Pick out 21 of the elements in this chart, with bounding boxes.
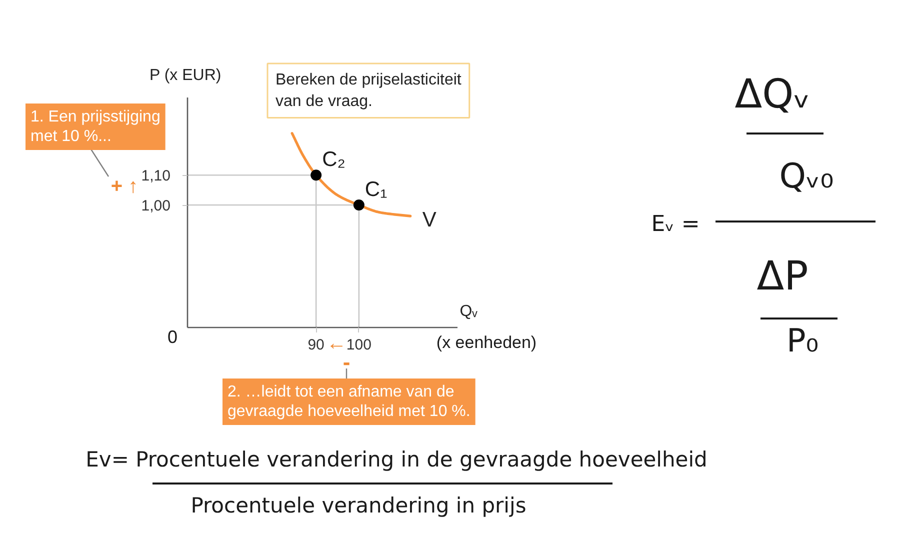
y-tick-label: 1,00 [141,198,171,215]
y-tick-label: 1,10 [141,168,171,185]
y-axis-title: P (x EUR) [150,67,222,84]
series-label: V [422,208,436,232]
text: (x eenheden) [436,333,537,352]
text: Procentuele verandering in prijs [190,494,526,518]
annotation: C₂ [322,148,346,172]
x-tick-label: 90 [308,336,324,354]
text: Eᵥ = [651,212,700,237]
text: P₀ [786,322,819,360]
text: ΔP [756,254,808,300]
annotation: Bereken de prijselasticiteit van de vraag. [276,72,462,110]
x-axis-title: Qᵥ [460,303,478,320]
text: ΔQᵥ [734,72,810,118]
text: 0 [167,327,178,347]
text: 1. Een prijsstijging met 10 %... [30,108,160,146]
text: Qᵥ₀ [779,156,834,196]
text: Ev= Procentuele verandering in de gevraagde hoeveelheid [86,448,708,472]
text: + ↑ [110,176,138,198]
annotation: C₁ [364,178,388,202]
text: 2. …leidt tot een afname van de gevraagde hoeveelheid met 10 %. [228,384,470,420]
